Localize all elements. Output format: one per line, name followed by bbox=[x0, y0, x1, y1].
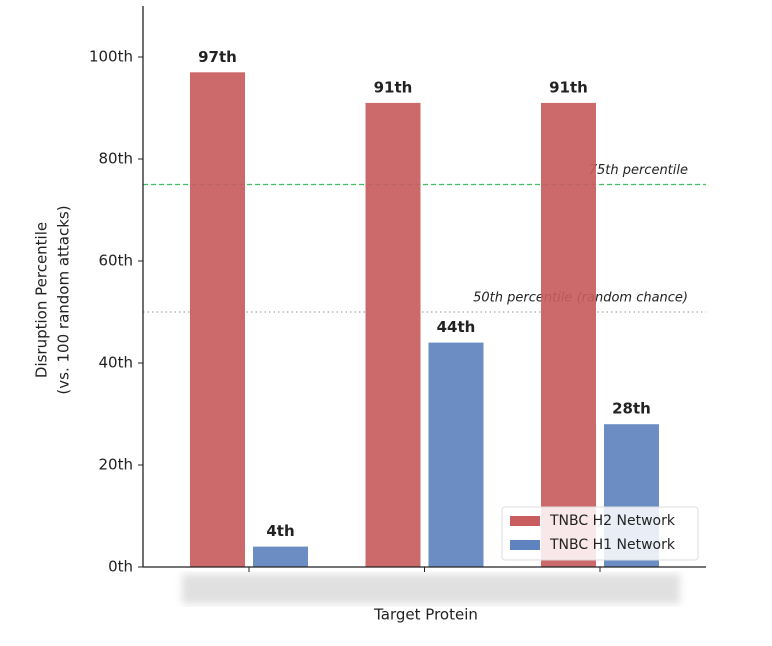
x-axis-label: Target Protein bbox=[373, 606, 478, 624]
legend-label: TNBC H1 Network bbox=[549, 537, 676, 553]
y-tick-label: 100th bbox=[89, 48, 133, 66]
bar bbox=[541, 102, 596, 568]
bar bbox=[253, 546, 308, 567]
value-label: 4th bbox=[266, 522, 294, 540]
legend-label: TNBC H2 Network bbox=[549, 513, 676, 529]
y-axis-label: (vs. 100 random attacks) bbox=[55, 205, 73, 394]
value-label: 44th bbox=[437, 318, 476, 336]
y-tick-label: 40th bbox=[99, 354, 133, 372]
blurred-labels bbox=[182, 574, 680, 604]
y-tick-label: 20th bbox=[99, 456, 133, 474]
reference-label: 75th percentile bbox=[589, 163, 688, 178]
value-label: 91th bbox=[549, 78, 588, 96]
y-tick-label: 60th bbox=[99, 252, 133, 270]
y-tick-label: 80th bbox=[99, 150, 133, 168]
legend-box bbox=[501, 506, 699, 561]
bar bbox=[190, 72, 245, 568]
value-label: 28th bbox=[612, 400, 651, 418]
value-label: 97th bbox=[198, 48, 237, 66]
value-label: 91th bbox=[374, 78, 413, 96]
y-axis-label: Disruption Percentile bbox=[33, 222, 51, 378]
y-tick-label: 0th bbox=[108, 558, 133, 576]
bar bbox=[365, 102, 421, 568]
bar bbox=[428, 342, 484, 567]
legend-swatch bbox=[510, 516, 540, 526]
legend-swatch bbox=[510, 540, 540, 550]
